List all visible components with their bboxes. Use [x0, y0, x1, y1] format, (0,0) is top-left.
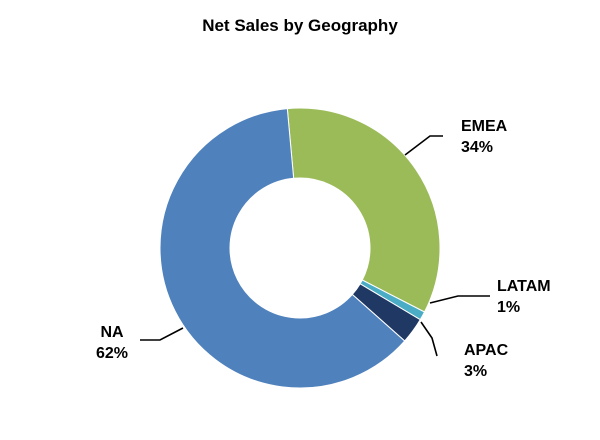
slices-layer	[159, 107, 441, 389]
slice-label-emea-name: EMEA	[461, 118, 508, 135]
slice-na	[159, 108, 406, 389]
slice-label-emea-value: 34%	[461, 139, 493, 156]
leader-line-apac	[420, 321, 438, 357]
slice-label-latam-name: LATAM	[497, 278, 551, 295]
chart-title: Net Sales by Geography	[202, 16, 398, 35]
slice-label-latam-value: 1%	[497, 299, 520, 316]
slice-label-apac-value: 3%	[464, 363, 487, 380]
leader-line-na	[140, 327, 184, 341]
slice-label-apac-name: APAC	[464, 342, 509, 359]
leader-line-latam	[429, 295, 490, 304]
slice-label-na-name: NA	[100, 324, 124, 341]
leaders-layer	[140, 135, 490, 357]
leader-line-emea	[404, 135, 443, 156]
labels-layer: EMEA 34% LATAM 1% APAC 3% NA 62%	[96, 118, 551, 380]
slice-emea	[286, 107, 441, 313]
slice-label-na-value: 62%	[96, 345, 128, 362]
